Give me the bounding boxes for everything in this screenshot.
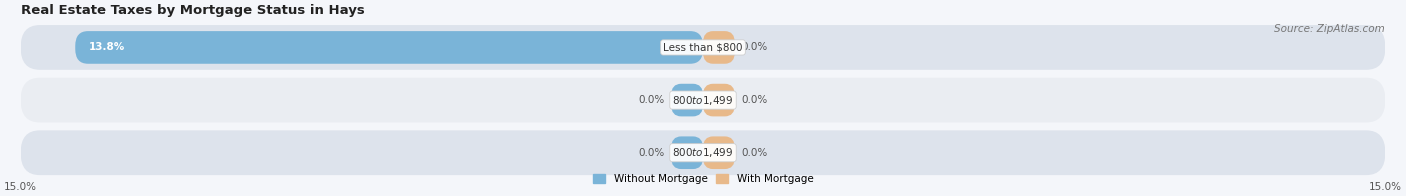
FancyBboxPatch shape [21,130,1385,175]
FancyBboxPatch shape [703,31,735,64]
Text: 13.8%: 13.8% [89,43,125,53]
Text: 0.0%: 0.0% [742,148,768,158]
Text: 0.0%: 0.0% [638,148,664,158]
Text: 0.0%: 0.0% [742,95,768,105]
FancyBboxPatch shape [703,136,735,169]
Text: 0.0%: 0.0% [742,43,768,53]
Text: $800 to $1,499: $800 to $1,499 [672,93,734,107]
FancyBboxPatch shape [21,25,1385,70]
Text: Less than $800: Less than $800 [664,43,742,53]
Text: Source: ZipAtlas.com: Source: ZipAtlas.com [1274,24,1385,34]
Text: 0.0%: 0.0% [638,95,664,105]
FancyBboxPatch shape [76,31,703,64]
Text: $800 to $1,499: $800 to $1,499 [672,146,734,159]
FancyBboxPatch shape [21,78,1385,122]
FancyBboxPatch shape [671,84,703,116]
FancyBboxPatch shape [671,136,703,169]
Text: Real Estate Taxes by Mortgage Status in Hays: Real Estate Taxes by Mortgage Status in … [21,4,364,17]
FancyBboxPatch shape [703,84,735,116]
Legend: Without Mortgage, With Mortgage: Without Mortgage, With Mortgage [591,172,815,186]
